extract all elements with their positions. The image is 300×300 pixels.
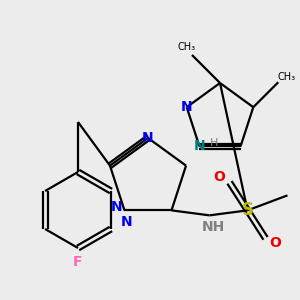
Text: N: N [121,215,132,230]
Text: O: O [214,170,225,184]
Text: CH₃: CH₃ [277,72,295,82]
Text: N: N [142,131,154,145]
Text: CH₃: CH₃ [178,42,196,52]
Text: N: N [181,100,193,114]
Text: NH: NH [202,220,225,234]
Text: H: H [209,138,218,148]
Text: S: S [242,201,254,219]
Text: O: O [270,236,281,250]
Text: N: N [111,200,122,214]
Text: F: F [73,255,83,269]
Text: N: N [194,139,205,153]
